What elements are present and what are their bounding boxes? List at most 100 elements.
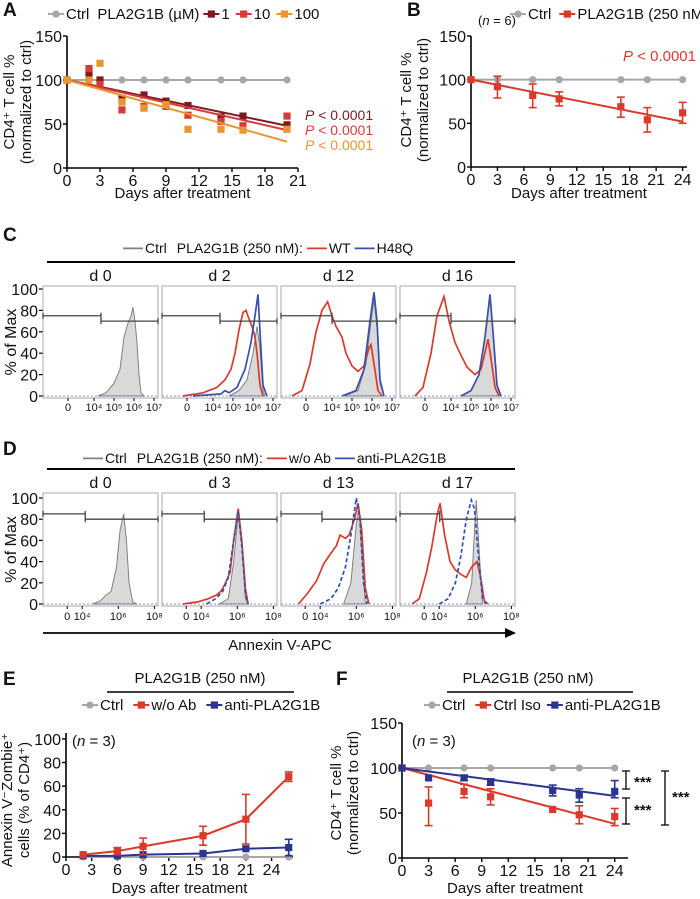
- legend-label: H48Q: [377, 240, 414, 256]
- data-point: [285, 843, 293, 852]
- data-point: [549, 764, 557, 772]
- y-axis-title: CD4⁺ T cell %: [328, 746, 345, 841]
- plot-box: [399, 285, 516, 399]
- histogram-d2: d 2 0 10⁴ 10⁵ 10⁶ 10⁷: [161, 268, 281, 414]
- series-ctrl-iso: [398, 764, 619, 827]
- data-point: [199, 832, 207, 840]
- legend-marker: [137, 701, 145, 709]
- n-label-open: (: [478, 13, 483, 28]
- legend-label: Ctrl: [100, 697, 123, 714]
- n-label-symbol: n: [77, 733, 85, 750]
- data-point: [217, 125, 225, 133]
- y-tick-label: 150: [439, 29, 466, 46]
- x-tick-label: 0: [184, 402, 190, 414]
- y-tick-label: 0: [457, 160, 466, 177]
- y-tick-label: 20: [43, 826, 61, 843]
- legend-label: Ctrl: [105, 450, 127, 466]
- x-axis-title: Annexin V-APC: [228, 637, 332, 654]
- series-ctrl: [398, 764, 619, 772]
- x-tick-label: 18: [621, 172, 639, 189]
- y-tick-label: 0: [53, 161, 62, 178]
- data-point: [611, 764, 619, 772]
- x-tick-label: 10⁵: [463, 402, 480, 414]
- x-tick-label: 10⁴: [74, 611, 91, 623]
- histogram-curve-h48q: [192, 294, 268, 397]
- legend-marker: [52, 10, 60, 18]
- series-anti-pla2g1b: [398, 764, 619, 804]
- gate-left: [161, 510, 205, 517]
- data-point: [184, 101, 192, 110]
- data-point: [118, 76, 126, 84]
- x-tick-label: 10⁶: [229, 611, 246, 623]
- x-tick-label: 10⁴: [205, 402, 222, 414]
- y-axis-title: (normalized to ctrl): [345, 731, 362, 855]
- p-value-label-symbol: P: [305, 122, 315, 138]
- legend-label: w/o Ab: [150, 697, 196, 714]
- x-tick-label: 24: [674, 172, 692, 189]
- data-point: [113, 852, 121, 860]
- p-value-label-value: < 0.0001: [314, 137, 373, 153]
- panel-label-b: B: [407, 0, 421, 21]
- x-tick-label: 0: [398, 863, 407, 880]
- x-tick-label: 18: [553, 863, 571, 880]
- data-point: [643, 76, 651, 84]
- significance-bracket: [622, 797, 630, 825]
- gate-right: [84, 516, 159, 523]
- p-value-label: P < 0.0001: [305, 107, 373, 123]
- legend-e: Ctrl w/o Ab anti-PLA2G1B: [82, 697, 320, 714]
- histogram-curve-wt: [291, 299, 383, 397]
- x-tick-label: 10⁵: [344, 402, 361, 414]
- histogram-curve-ctrl: [97, 307, 146, 397]
- series-w-o-ab: [79, 771, 293, 859]
- x-tick-label: 0: [467, 172, 476, 189]
- histogram-curve-wt: [414, 293, 500, 397]
- legend-marker: [479, 701, 487, 709]
- x-axis-title: Days after treatment: [447, 880, 584, 897]
- legend-marker: [280, 10, 288, 18]
- x-tick-label: 12: [160, 862, 178, 879]
- data-point: [96, 80, 104, 88]
- panel-label-a: A: [3, 0, 17, 21]
- data-point: [118, 98, 126, 106]
- legend-c: Ctrl PLA2G1B (250 nM): WT H48Q: [123, 240, 413, 256]
- data-point: [529, 76, 537, 84]
- y-axis-title: (normalized to ctrl): [415, 38, 432, 162]
- data-point: [242, 815, 250, 823]
- x-tick-label: 12: [499, 863, 517, 880]
- x-tick-label: 0: [183, 611, 189, 623]
- x-tick-label: 3: [87, 862, 96, 879]
- data-point: [575, 764, 583, 772]
- plot-box: [399, 492, 516, 607]
- y-tick-label: 0: [388, 851, 397, 868]
- legend-marker: [551, 701, 559, 709]
- n-label-open: (: [72, 733, 77, 750]
- x-tick-label: 10⁸: [265, 611, 282, 623]
- data-point: [398, 764, 406, 772]
- histogram-curve-ctrl: [465, 500, 484, 605]
- x-tick-label: 10⁵: [225, 402, 242, 414]
- y-tick-label: 80: [20, 303, 38, 320]
- data-point: [85, 70, 93, 78]
- x-tick-label: 9: [162, 173, 171, 190]
- data-point: [575, 811, 583, 819]
- histogram-curve-wt: [182, 309, 264, 397]
- x-tick-label: 10⁴: [193, 611, 210, 623]
- gate-right: [439, 516, 516, 523]
- n-label: (n = 6): [478, 13, 516, 28]
- data-point: [184, 76, 192, 84]
- data-point: [285, 773, 293, 781]
- y-tick-label: 40: [20, 555, 38, 572]
- plot-box: [280, 492, 397, 607]
- data-point: [217, 117, 225, 125]
- histogram-curve-anti-pla2g1b: [206, 510, 249, 605]
- fit-line: [66, 79, 288, 143]
- histogram-d17: d 17 0 10⁴ 10⁶ 10⁸: [399, 475, 520, 623]
- treatment-header: PLA2G1B (250 nM): [135, 670, 266, 687]
- x-tick-label: 15: [526, 863, 544, 880]
- n-label-rest: = 6): [490, 13, 516, 28]
- x-tick-label: 0: [63, 173, 72, 190]
- x-tick-label: 3: [96, 173, 105, 190]
- data-point: [118, 106, 126, 114]
- x-axis-title: Days after treatment: [112, 880, 249, 897]
- x-tick-label: 6: [451, 863, 460, 880]
